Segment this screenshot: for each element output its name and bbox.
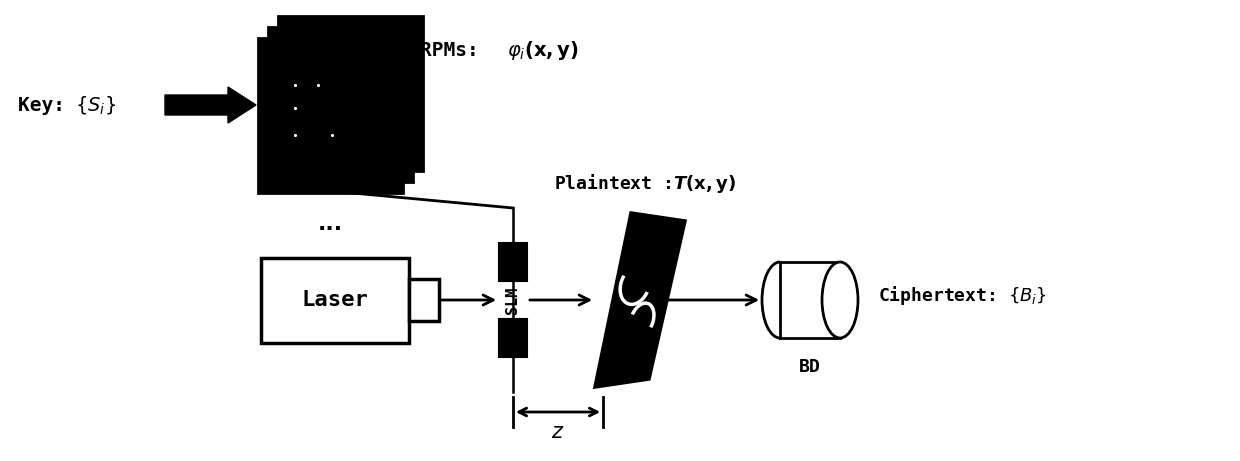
Text: $\{\mathbf{\mathit{S_i}}\}$: $\{\mathbf{\mathit{S_i}}\}$ <box>74 94 117 116</box>
FancyBboxPatch shape <box>268 27 413 182</box>
FancyBboxPatch shape <box>278 16 423 171</box>
FancyBboxPatch shape <box>498 243 527 281</box>
Text: $\boldsymbol{\varphi_i}\mathbf{(x, y)}$: $\boldsymbol{\varphi_i}\mathbf{(x, y)}$ <box>507 39 579 61</box>
FancyBboxPatch shape <box>409 279 439 321</box>
FancyBboxPatch shape <box>498 319 527 357</box>
Text: $z$: $z$ <box>552 422 564 442</box>
Text: Key:: Key: <box>19 95 77 114</box>
Polygon shape <box>165 87 255 123</box>
Text: Plaintext :$\boldsymbol{T}\mathbf{(x, y)}$: Plaintext :$\boldsymbol{T}\mathbf{(x, y)… <box>554 172 737 195</box>
Text: Ciphertext: $\{\mathbf{\mathit{B_i}}\}$: Ciphertext: $\{\mathbf{\mathit{B_i}}\}$ <box>878 284 1047 307</box>
Polygon shape <box>595 213 684 387</box>
FancyBboxPatch shape <box>258 38 403 193</box>
Text: RPMs:: RPMs: <box>420 41 491 59</box>
Text: ...: ... <box>317 214 342 234</box>
Text: SLM: SLM <box>506 286 521 313</box>
Text: BD: BD <box>799 358 821 376</box>
FancyBboxPatch shape <box>780 262 839 338</box>
FancyBboxPatch shape <box>260 258 409 343</box>
Text: Laser: Laser <box>301 290 368 310</box>
Ellipse shape <box>822 262 858 338</box>
